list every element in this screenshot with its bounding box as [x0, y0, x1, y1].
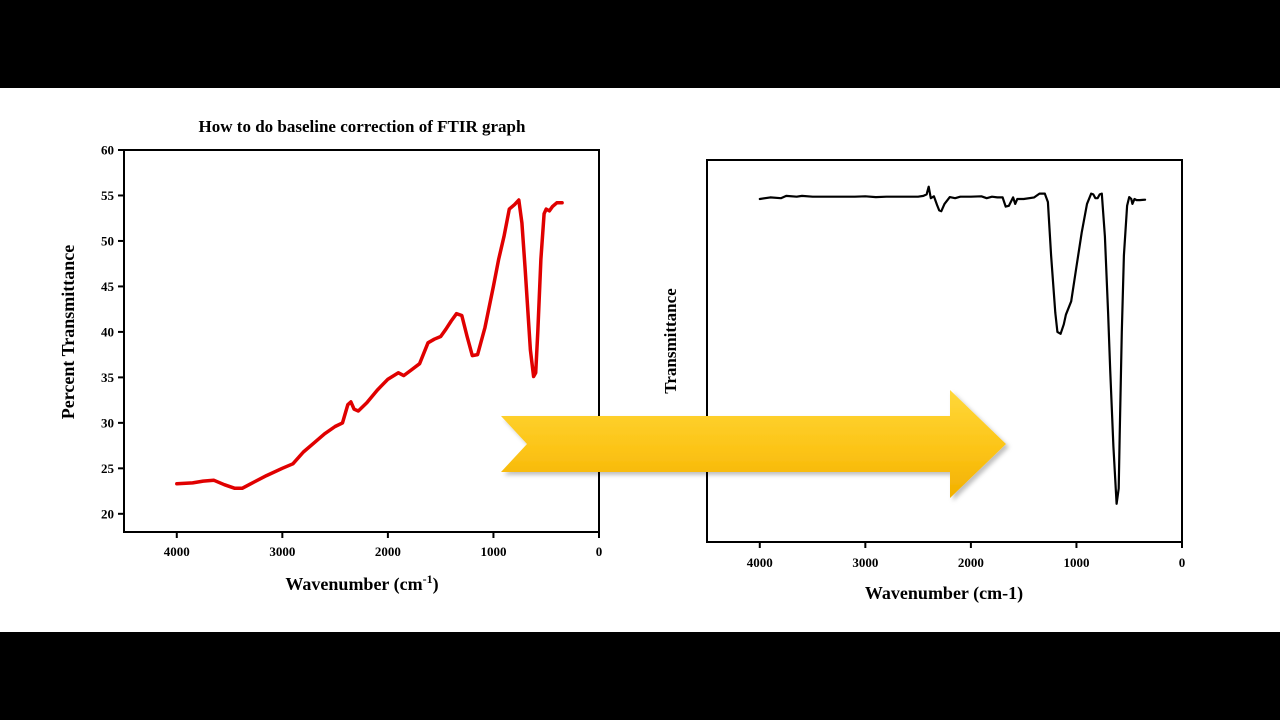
transition-arrow: [501, 390, 1006, 498]
chart1-y-tick-label: 60: [101, 143, 114, 158]
chart2-y-label: Transmittance: [661, 288, 680, 394]
chart1-y-tick-label: 45: [101, 279, 115, 294]
chart1-series-line: [175, 198, 564, 491]
chart2-frame: [706, 159, 1183, 543]
chart1-title: How to do baseline correction of FTIR gr…: [199, 117, 526, 136]
chart1-x-label-sup: -1: [423, 572, 433, 586]
chart1-x-tick-label: 4000: [164, 544, 190, 559]
chart1-x-tick-label: 0: [596, 544, 603, 559]
corrected-ftir-chart: 4000 3000 2000 1000 0 Wavenumber (cm-1) Tran…: [661, 159, 1185, 604]
chart1-x-axis: 4000 3000 2000 1000 0: [164, 532, 602, 559]
chart2-x-tick-label: 2000: [958, 555, 984, 570]
chart2-x-tick-label: 4000: [747, 555, 773, 570]
chart1-y-tick-label: 50: [101, 233, 114, 248]
chart1-y-tick-label: 40: [101, 324, 114, 339]
chart1-y-label: Percent Transmittance: [58, 245, 78, 419]
chart2-x-label: Wavenumber (cm-1): [865, 583, 1023, 604]
chart1-y-tick-label: 25: [101, 461, 115, 476]
raw-ftir-chart: How to do baseline correction of FTIR gr…: [58, 117, 602, 595]
chart2-x-axis: 4000 3000 2000 1000 0: [747, 542, 1185, 570]
chart1-y-tick-label: 30: [101, 415, 114, 430]
chart1-frame: [123, 149, 600, 533]
chart1-y-tick-label: 35: [101, 370, 115, 385]
chart1-x-label-main: Wavenumber (cm: [285, 574, 422, 595]
chart1-x-tick-label: 3000: [269, 544, 295, 559]
chart1-x-tick-label: 1000: [480, 544, 506, 559]
chart1-x-tick-label: 2000: [375, 544, 401, 559]
chart1-y-axis: 20 25 30 35 40 45 50 55 60: [101, 143, 124, 521]
chart1-y-tick-label: 20: [101, 506, 114, 521]
chart1-y-tick-label: 55: [101, 188, 115, 203]
chart2-x-tick-label: 1000: [1063, 555, 1089, 570]
chart2-x-tick-label: 3000: [852, 555, 878, 570]
chart2-x-tick-label: 0: [1179, 555, 1186, 570]
chart1-x-label-end: ): [433, 574, 439, 595]
chart2-series-line: [758, 185, 1147, 505]
chart1-x-label: Wavenumber (cm-1): [285, 572, 438, 595]
